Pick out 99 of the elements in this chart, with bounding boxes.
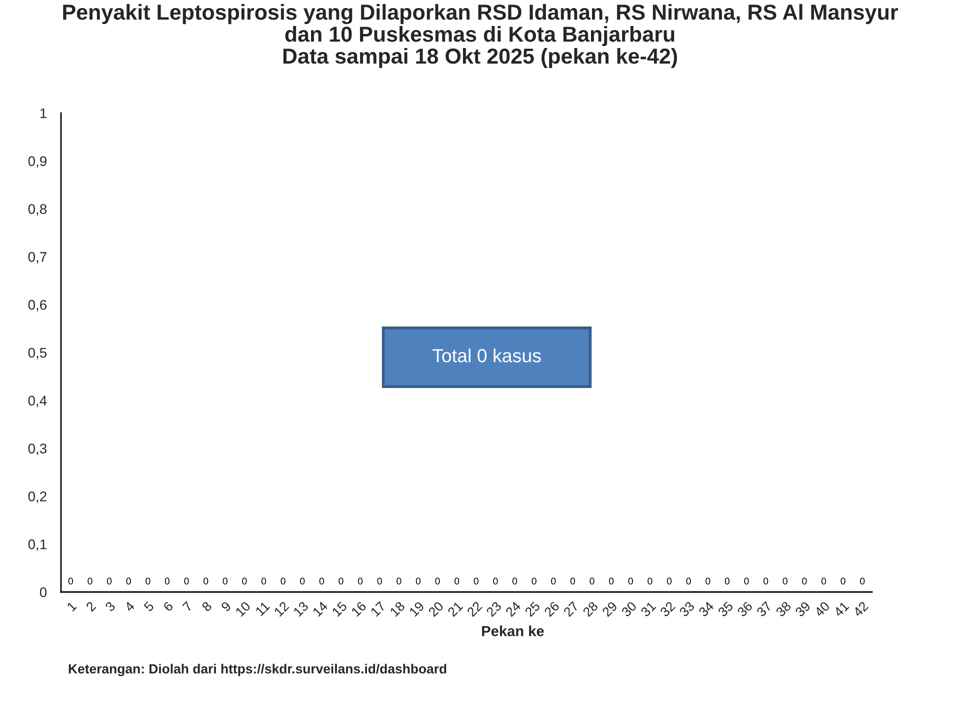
- x-tick-label: 5: [143, 601, 154, 612]
- data-label: 0: [763, 578, 768, 585]
- x-tick-label: 18: [390, 600, 406, 617]
- x-tick-label: 24: [505, 600, 522, 617]
- x-tick-label: 22: [466, 601, 482, 617]
- x-tick-label: 15: [332, 601, 348, 617]
- x-tick-label: 8: [201, 600, 212, 612]
- data-label: 0: [609, 578, 614, 585]
- data-label: 0: [628, 578, 633, 585]
- x-tick-label: 28: [582, 600, 598, 618]
- chart-title: Penyakit Leptospirosis yang Dilaporkan RSD Idaman, RS Nirwana, RS Al Mansyur dan 10 Puskesmas di Kota Banjarbaru Data sampai 18 Okt 2025 (pekan ke-42): [63, 4, 898, 68]
- x-tick-label: 21: [447, 601, 464, 617]
- data-label: 0: [821, 578, 826, 585]
- data-label: 0: [493, 578, 498, 585]
- data-label: 0: [666, 578, 672, 585]
- data-label: 0: [396, 578, 402, 585]
- y-tick-label: 0,7: [28, 252, 46, 264]
- x-tick-label: 7: [182, 601, 193, 612]
- text: Keterangan: Diolah dari https://skdr.surveilans.id/dashboard: [68, 664, 446, 676]
- x-tick-label: 29: [602, 601, 618, 618]
- data-label: 0: [146, 578, 150, 585]
- y-tick-label: 0: [40, 587, 47, 598]
- x-tick-label: 34: [698, 600, 714, 618]
- data-label: 0: [416, 578, 421, 585]
- data-label: 0: [454, 578, 460, 585]
- data-label: 0: [474, 578, 478, 585]
- x-tick-label: 32: [659, 601, 676, 618]
- x-tick-label: 38: [775, 600, 792, 618]
- data-label: 0: [782, 578, 788, 585]
- annotation: Total 0 kasus: [432, 348, 541, 362]
- data-label: 0: [648, 578, 652, 585]
- x-tick-label: 42: [852, 601, 869, 618]
- x-tick-label: 2: [85, 601, 96, 612]
- x-tick-label: 23: [486, 600, 502, 618]
- data-label: 0: [570, 578, 576, 585]
- data-label: 0: [164, 578, 170, 585]
- y-tick-label: 0,2: [28, 492, 46, 504]
- data-label: 0: [724, 578, 730, 585]
- x-tick-label: 12: [274, 601, 290, 617]
- x-tick-label: 31: [640, 601, 656, 618]
- data-label: 0: [435, 578, 440, 585]
- data-label: 0: [280, 578, 286, 585]
- data-label: 0: [744, 578, 749, 585]
- data-label: 0: [300, 578, 305, 585]
- data-label: 0: [126, 578, 131, 585]
- x-tick-label: 35: [717, 600, 734, 618]
- data-label: 0: [686, 578, 691, 585]
- y-tick-label: 0,9: [28, 156, 46, 168]
- data-label: 0: [242, 578, 247, 585]
- y-tick-label: 0,4: [28, 396, 47, 408]
- x-tick-label: 6: [162, 600, 174, 612]
- x-tick-label: 40: [814, 600, 830, 618]
- x-tick-label: 13: [292, 600, 309, 617]
- data-label: 0: [184, 578, 189, 585]
- x-tick-label: 39: [794, 601, 811, 618]
- x-tick-label: 20: [428, 600, 444, 618]
- data-label: 0: [204, 578, 208, 585]
- x-tick-label: 14: [312, 600, 328, 617]
- data-label: 0: [551, 578, 556, 585]
- x-tick-label: 10: [235, 600, 251, 617]
- x-tick-label: 11: [255, 601, 270, 616]
- x-tick-label: 37: [756, 601, 772, 618]
- data-label: 0: [68, 578, 73, 585]
- x-axis-title: Pekan ke: [482, 626, 544, 636]
- x-tick-label: 9: [220, 601, 232, 612]
- x-tick-label: 33: [678, 600, 696, 618]
- data-label: 0: [106, 578, 112, 585]
- data-label: 0: [319, 578, 324, 585]
- x-tick-label: 16: [350, 600, 367, 617]
- y-tick-label: 0,8: [28, 204, 47, 216]
- y-tick-label: 1: [40, 108, 46, 118]
- data-label: 0: [222, 578, 228, 585]
- data-label: 0: [261, 578, 266, 585]
- y-tick-label: 0,5: [28, 348, 47, 360]
- data-label: 0: [590, 578, 594, 585]
- x-tick-label: 3: [104, 600, 116, 612]
- data-label: 0: [840, 578, 846, 585]
- data-label: 0: [512, 578, 518, 585]
- data-label: 0: [706, 578, 710, 585]
- x-tick-label: 36: [736, 600, 753, 618]
- x-tick-label: 41: [833, 601, 850, 618]
- data-label: 0: [860, 578, 865, 585]
- data-label: 0: [88, 578, 92, 585]
- y-tick-label: 0,3: [28, 444, 46, 456]
- data-label: 0: [802, 578, 807, 585]
- x-tick-label: 25: [524, 600, 541, 618]
- x-tick-label: 4: [124, 600, 136, 612]
- y-tick-label: 0,1: [28, 539, 46, 551]
- data-label: 0: [358, 578, 363, 585]
- x-tick-label: 27: [563, 601, 579, 617]
- x-tick-label: 26: [544, 600, 560, 618]
- x-tick-label: 1: [66, 601, 77, 612]
- data-label: 0: [377, 578, 382, 585]
- x-tick-label: 17: [370, 601, 386, 617]
- data-label: 0: [338, 578, 344, 585]
- y-tick-label: 0,6: [28, 300, 46, 312]
- data-label: 0: [532, 578, 536, 585]
- x-tick-label: 30: [620, 600, 638, 618]
- x-tick-label: 19: [408, 601, 425, 617]
